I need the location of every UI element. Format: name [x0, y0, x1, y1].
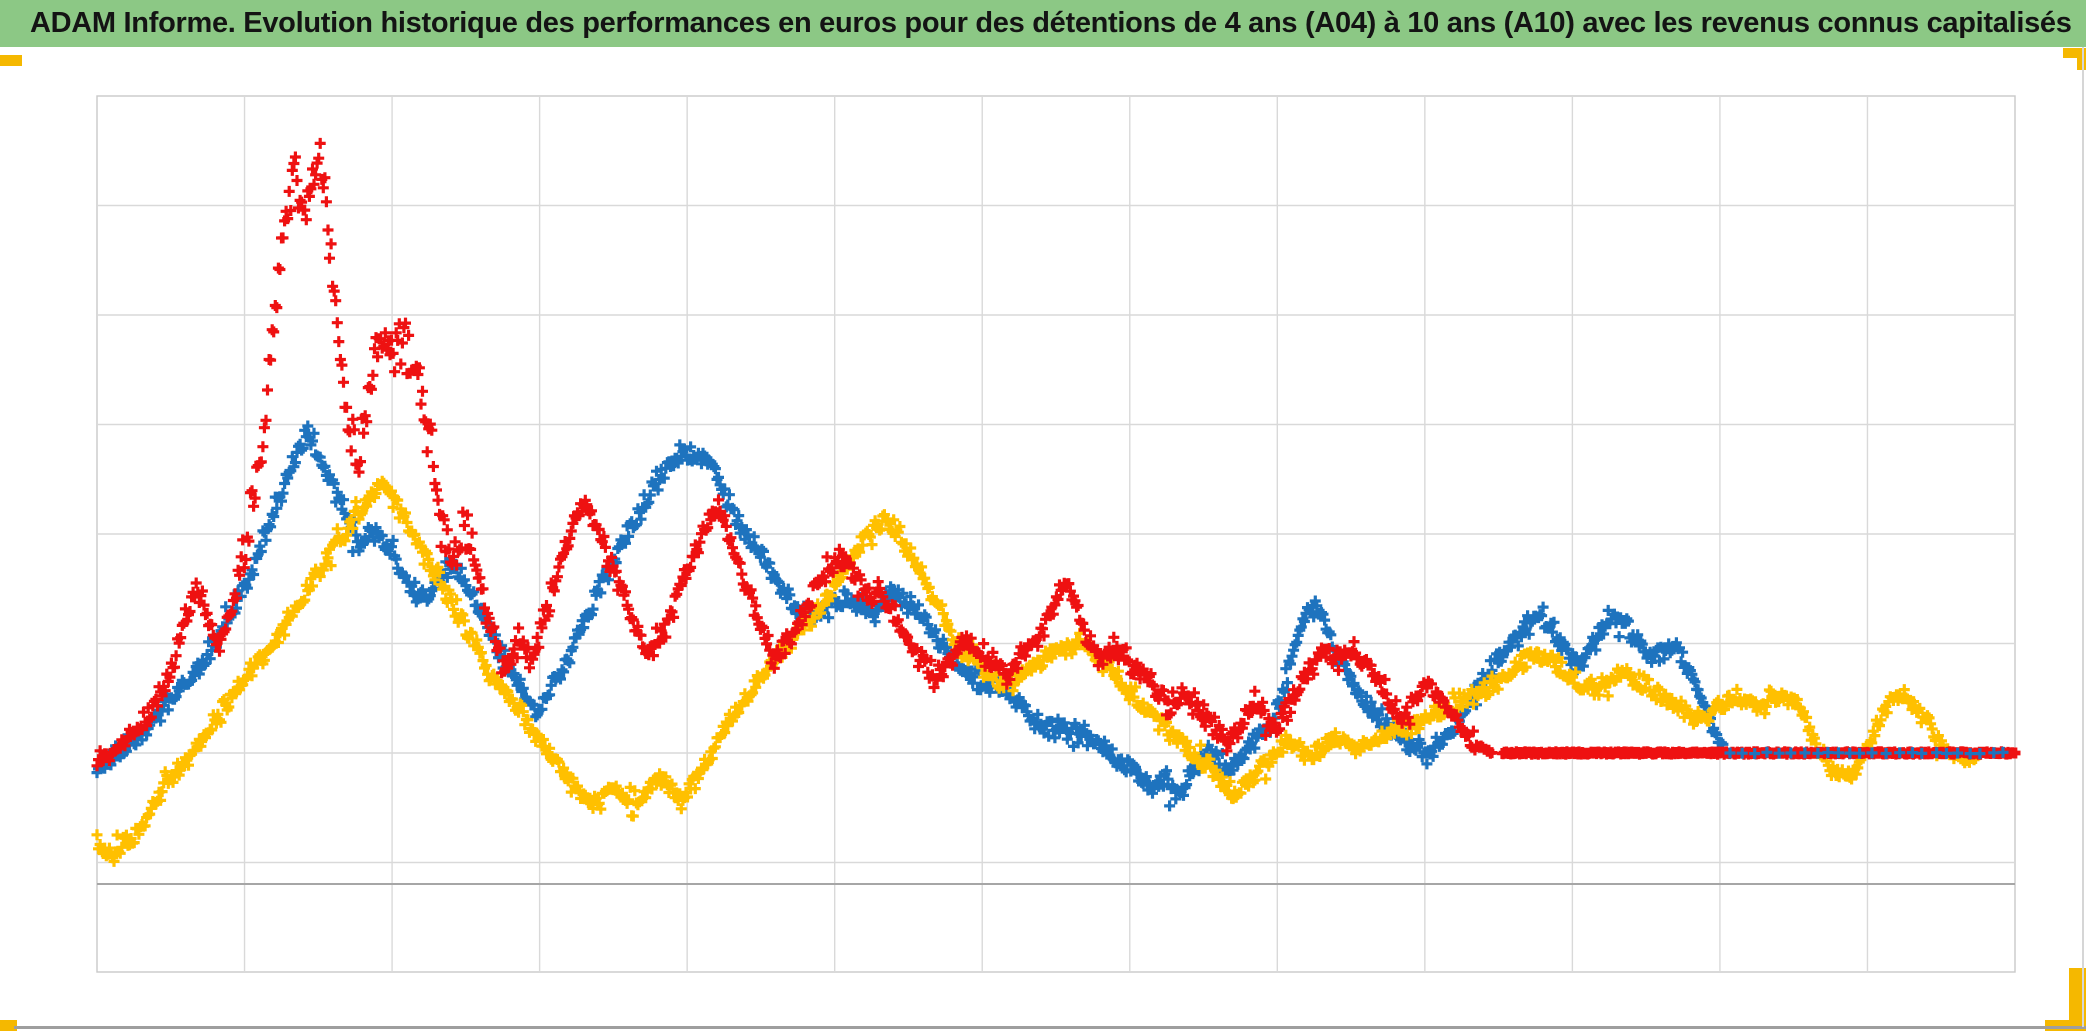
chart-title: ADAM Informe. Evolution historique des p…	[30, 7, 2072, 39]
selection-handle-top-left[interactable]	[0, 55, 22, 66]
chart-title-bar: ADAM Informe. Evolution historique des p…	[0, 0, 2086, 47]
selection-handle-top-right-stub[interactable]	[2077, 48, 2086, 70]
selection-handle-bottom-left[interactable]	[0, 1020, 17, 1031]
performance-scatter-chart	[91, 95, 2021, 973]
slide-bottom-border	[14, 1026, 2086, 1029]
chart-canvas	[0, 47, 2086, 1027]
selection-handle-top-right-bar[interactable]	[2063, 48, 2086, 58]
slide-right-border	[2082, 47, 2084, 1027]
selection-handle-bottom-right-foot[interactable]	[2045, 1020, 2086, 1031]
selection-handle-bottom-right-bar[interactable]	[2069, 968, 2086, 1031]
